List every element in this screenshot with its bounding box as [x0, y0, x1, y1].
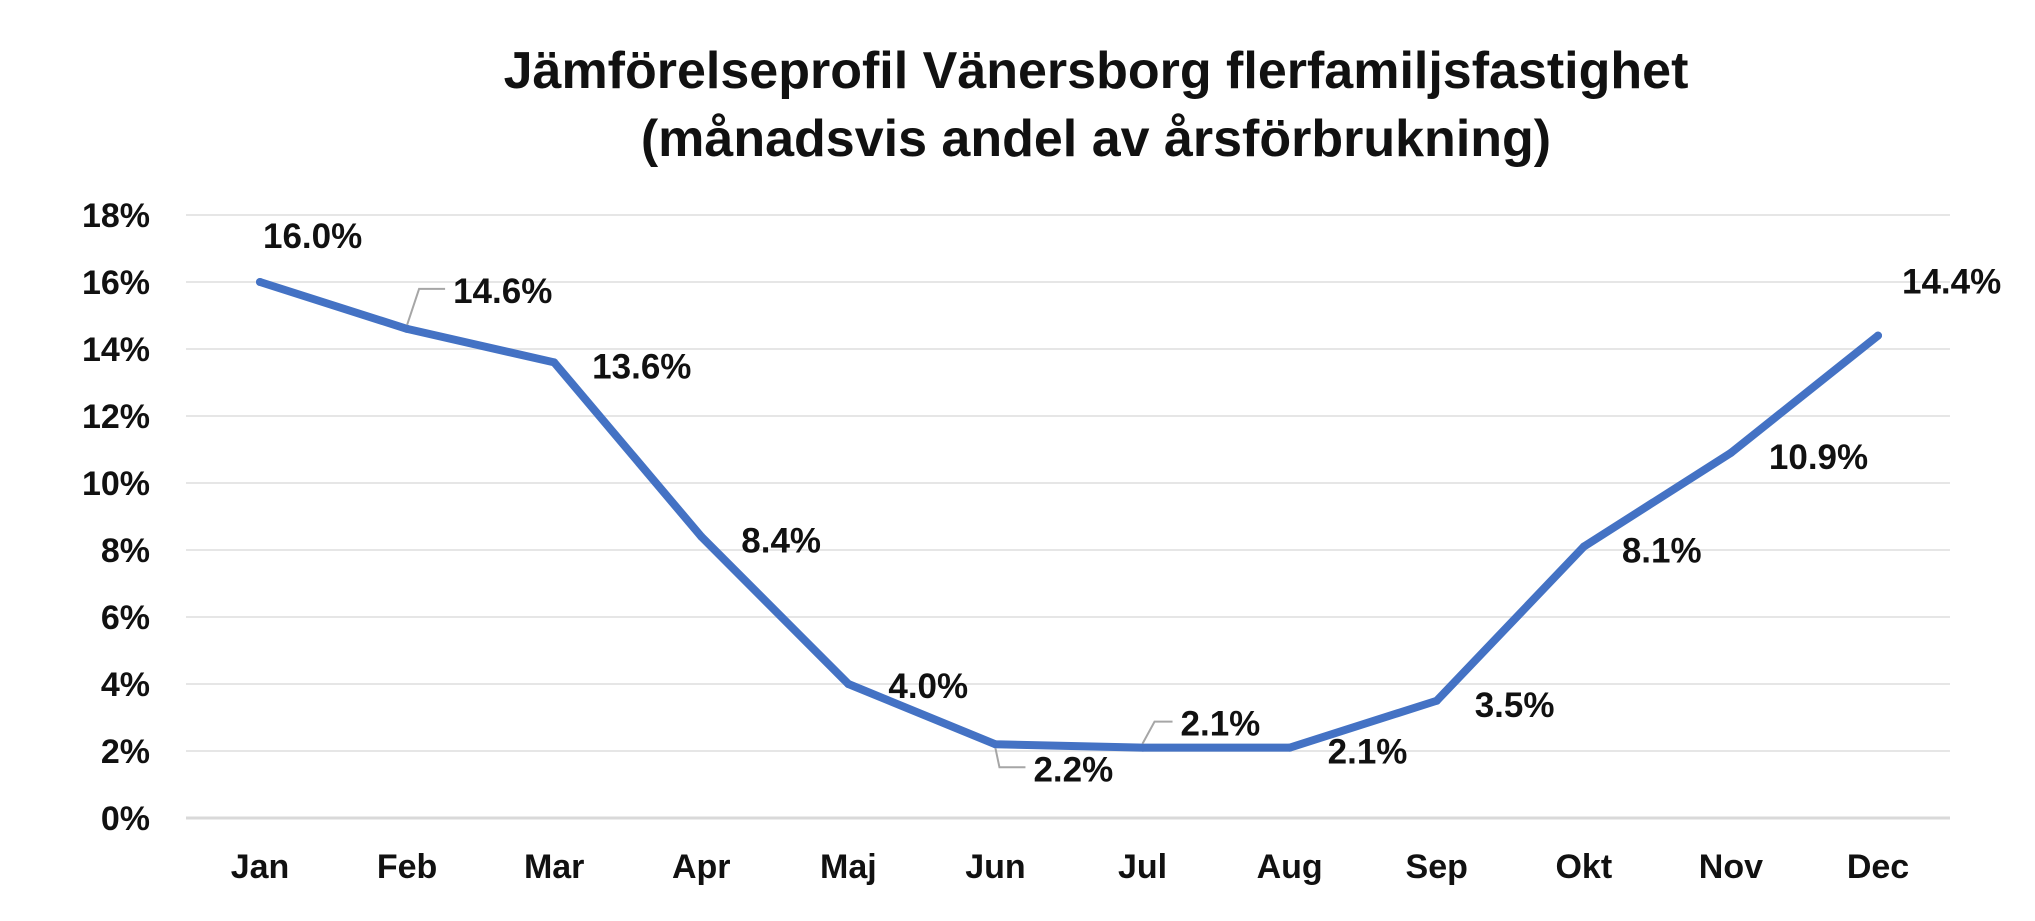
data-point — [1138, 743, 1147, 752]
data-point — [1874, 331, 1882, 340]
x-tick-label: Sep — [1406, 848, 1468, 886]
x-tick-label: Jan — [231, 848, 290, 886]
data-point — [697, 532, 706, 541]
y-tick-label: 12% — [82, 398, 150, 436]
series-line-layer — [256, 278, 1882, 752]
y-tick-label: 8% — [101, 532, 150, 570]
y-tick-label: 2% — [101, 733, 150, 771]
x-tick-label: Dec — [1847, 848, 1909, 886]
leader-line — [406, 287, 446, 326]
data-label: 8.1% — [1622, 532, 1702, 571]
data-point — [1432, 696, 1441, 705]
data-label: 2.1% — [1328, 733, 1408, 772]
data-point — [1726, 448, 1735, 457]
data-labels: 16.0% 14.6% 13.6% 8.4% 4.0% 2.2% 2.1% 2.1% 3.5% 8… — [263, 217, 2001, 789]
data-label: 16.0% — [263, 217, 362, 256]
y-tick-label: 4% — [101, 666, 150, 704]
x-tick-label: Feb — [377, 848, 437, 886]
series-line — [256, 278, 1882, 752]
x-axis-ticks: Jan Feb Mar Apr Maj Jun Jul Aug Sep Okt Nov Dec — [231, 848, 1909, 886]
x-tick-label: Aug — [1257, 848, 1323, 886]
data-label: 3.5% — [1475, 686, 1555, 725]
data-point — [991, 740, 1000, 749]
y-tick-label: 18% — [82, 197, 150, 235]
data-label: 8.4% — [741, 522, 821, 561]
data-label: 4.0% — [888, 667, 968, 706]
y-tick-label: 0% — [101, 800, 150, 838]
x-tick-label: Nov — [1699, 848, 1763, 886]
data-label: 2.1% — [1181, 705, 1261, 744]
y-tick-label: 16% — [82, 264, 150, 302]
x-tick-label: Okt — [1555, 848, 1612, 886]
data-point — [1285, 743, 1294, 752]
x-tick-label: Jul — [1118, 848, 1167, 886]
x-tick-label: Apr — [672, 848, 731, 886]
y-tick-label: 10% — [82, 465, 150, 503]
data-point — [256, 278, 264, 286]
leader-lines — [406, 287, 1173, 769]
data-label: 14.4% — [1902, 263, 2001, 302]
data-label: 10.9% — [1769, 438, 1868, 477]
y-axis-ticks: 0% 2% 4% 6% 8% 10% 12% 14% 16% 18% — [82, 197, 150, 838]
gridlines — [186, 214, 1950, 820]
x-tick-label: Maj — [820, 848, 877, 886]
data-label: 13.6% — [592, 347, 691, 386]
x-tick-label: Jun — [965, 848, 1025, 886]
x-tick-label: Mar — [524, 848, 584, 886]
leader-line — [1141, 720, 1173, 745]
data-point — [550, 358, 559, 367]
data-point — [844, 680, 853, 688]
data-point — [403, 324, 412, 333]
data-label: 14.6% — [453, 272, 552, 311]
y-tick-label: 14% — [82, 331, 150, 369]
leader-line — [994, 748, 1026, 769]
data-label: 2.2% — [1033, 750, 1113, 789]
data-point — [1579, 542, 1588, 551]
y-tick-label: 6% — [101, 599, 150, 637]
chart-title-line-2: (månadsvis andel av årsförbrukning) — [641, 110, 1551, 168]
chart-title-line-1: Jämförelseprofil Vänersborg flerfamiljsf… — [504, 42, 1689, 100]
